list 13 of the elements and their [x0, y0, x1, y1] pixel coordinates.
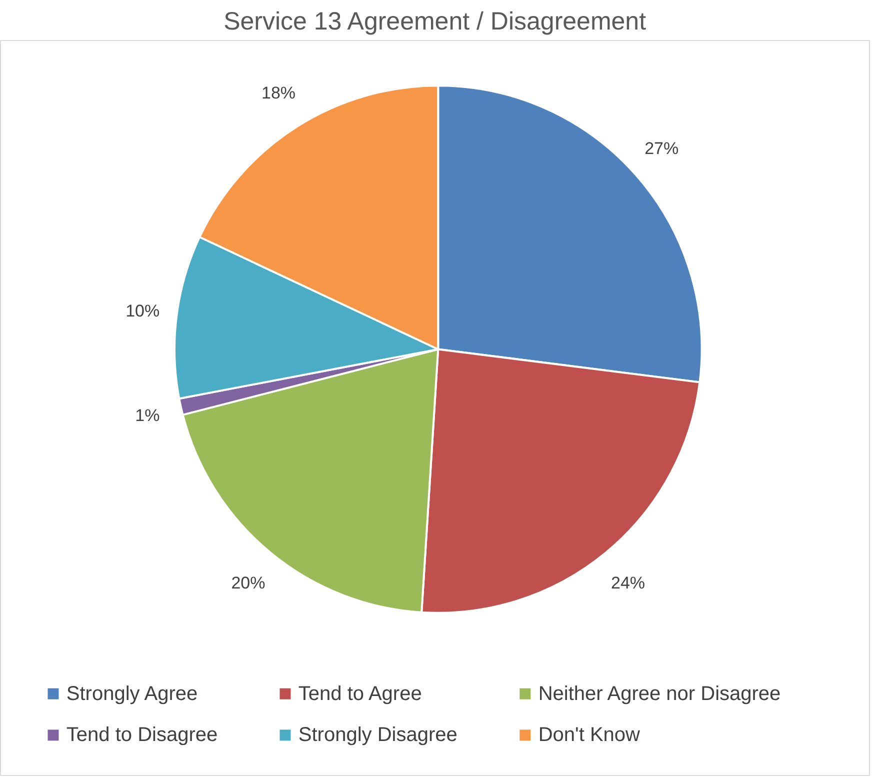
legend-label: Tend to Disagree	[66, 724, 218, 746]
legend-label: Strongly Disagree	[298, 724, 458, 746]
data-label: 24%	[611, 573, 646, 592]
legend-label: Strongly Agree	[66, 682, 198, 705]
data-label: 18%	[261, 84, 296, 103]
data-label: 1%	[135, 406, 160, 425]
legend-label: Tend to Agree	[298, 682, 422, 705]
legend-label: Neither Agree nor Disagree	[538, 682, 781, 705]
data-label: 10%	[126, 302, 160, 321]
data-label: 27%	[644, 139, 679, 158]
data-label: 20%	[231, 573, 266, 592]
chart-title: Service 13 Agreement / Disagreement	[224, 8, 646, 36]
legend-label: Don't Know	[538, 724, 641, 746]
